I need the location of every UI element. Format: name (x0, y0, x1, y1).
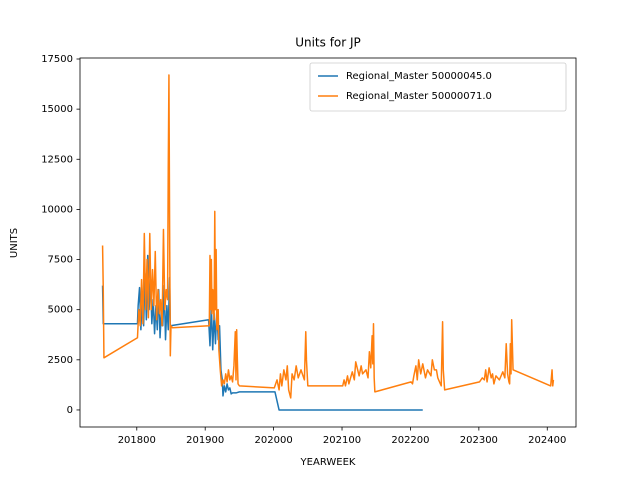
legend-label: Regional_Master 50000071.0 (346, 91, 492, 102)
x-tick-label: 202000 (255, 435, 293, 446)
series-line (101, 74, 555, 399)
y-tick-label: 7500 (48, 255, 73, 266)
plot-frame (79, 57, 577, 428)
y-tick-label: 12500 (41, 154, 73, 165)
y-tick-label: 2500 (48, 355, 73, 366)
y-tick-label: 10000 (41, 204, 73, 215)
legend-box (309, 62, 567, 112)
x-tick-label: 201800 (118, 435, 156, 446)
legend-label: Regional_Master 50000045.0 (346, 71, 492, 82)
x-axis-label: YEARWEEK (300, 457, 356, 468)
y-tick-label: 0 (67, 405, 73, 416)
y-tick-label: 17500 (41, 54, 73, 65)
y-axis-label: UNITS (9, 228, 20, 258)
y-tick-label: 15000 (41, 104, 73, 115)
y-tick-label: 5000 (48, 305, 73, 316)
x-tick-label: 201900 (186, 435, 224, 446)
x-tick-label: 202400 (528, 435, 566, 446)
x-tick-label: 202200 (391, 435, 429, 446)
x-tick-label: 202300 (460, 435, 498, 446)
chart-title: Units for JP (295, 36, 361, 50)
x-tick-label: 202100 (323, 435, 361, 446)
